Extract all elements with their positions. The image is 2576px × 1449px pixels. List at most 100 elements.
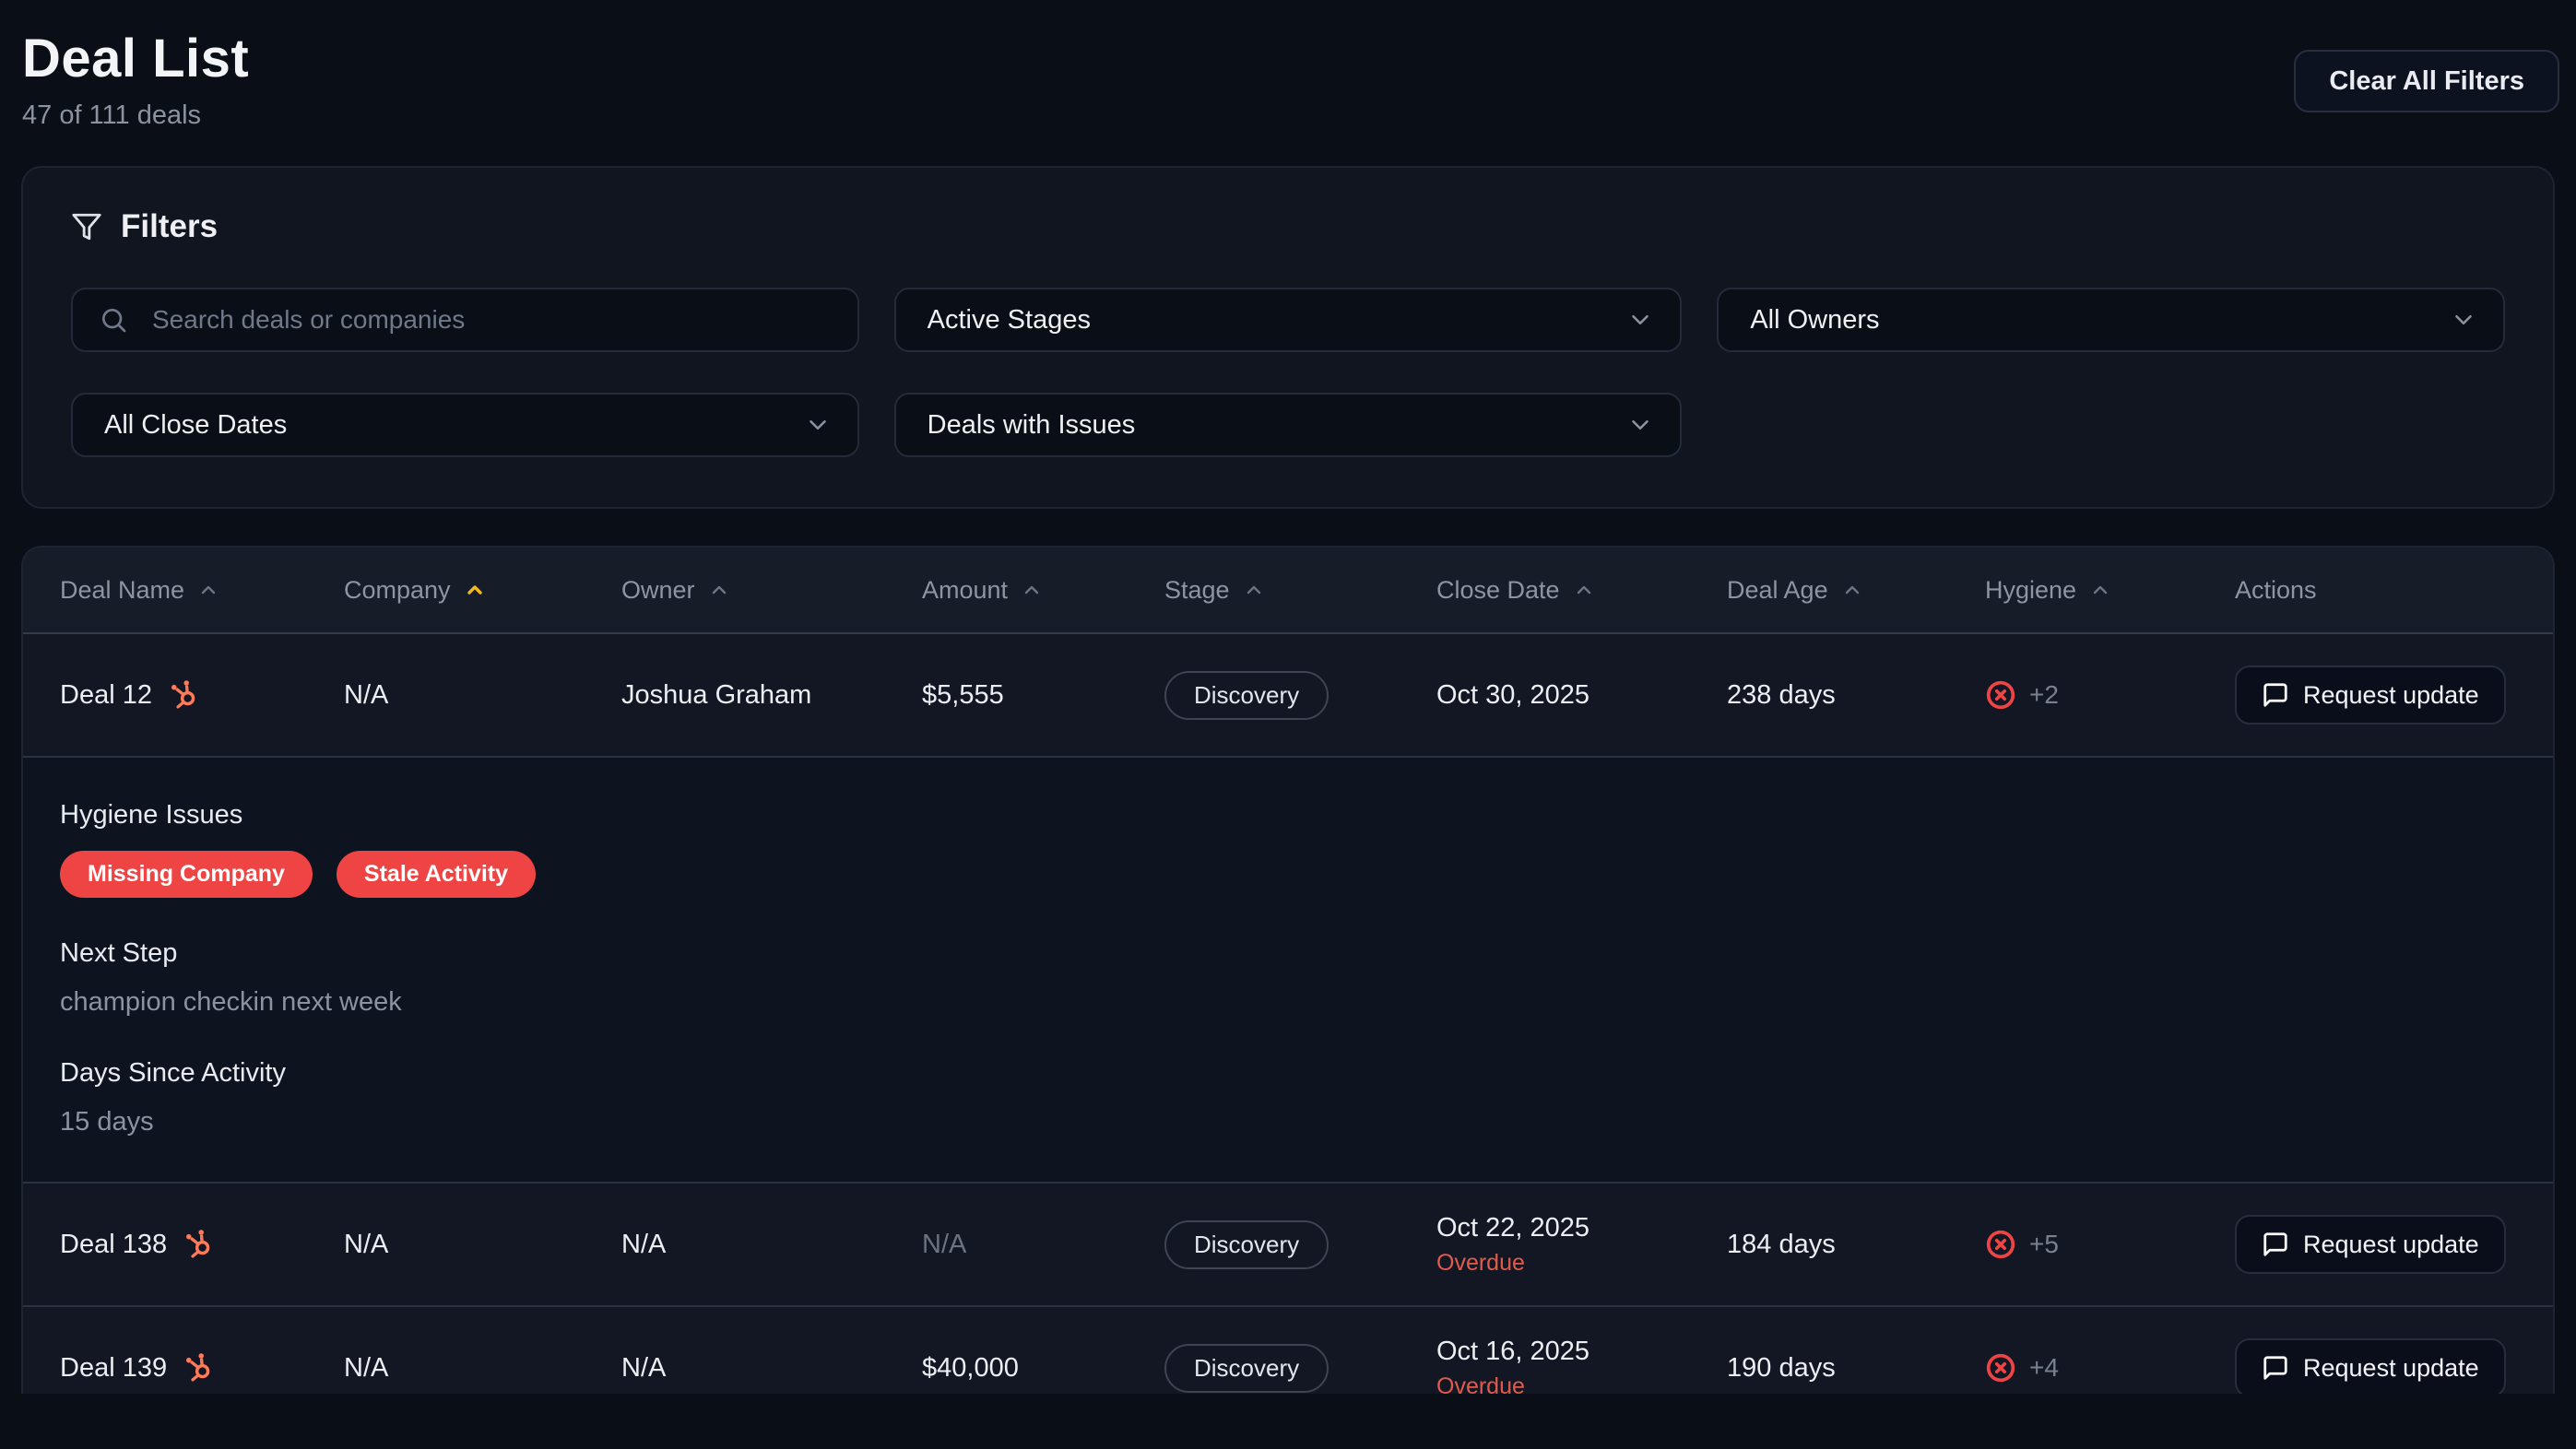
filter-funnel-icon: [72, 213, 101, 241]
filters-grid-empty-cell: [1717, 393, 2505, 457]
column-header-hygiene[interactable]: Hygiene: [1985, 576, 2235, 605]
search-box: [71, 288, 859, 352]
hygiene-issues-badges: Missing Company Stale Activity: [60, 851, 2516, 898]
close-date-filter-select[interactable]: All Close Dates: [71, 393, 859, 457]
column-header-actions: Actions: [2235, 575, 2317, 604]
deal-age-cell: 190 days: [1727, 1352, 1836, 1383]
search-input[interactable]: [71, 288, 859, 352]
stage-badge: Discovery: [1164, 670, 1329, 720]
hygiene-cell: +4: [1985, 1352, 2235, 1384]
search-icon: [102, 309, 126, 333]
deals-table: Deal Name Company Owner Amount Stage Clo…: [21, 546, 2555, 1394]
overdue-label: Overdue: [1436, 1249, 1525, 1276]
company-cell: N/A: [344, 1352, 389, 1383]
company-cell: N/A: [344, 679, 389, 710]
chevron-down-icon: [2455, 315, 2472, 324]
deal-name: Deal 138: [60, 1229, 168, 1259]
days-since-activity-value: 15 days: [60, 1107, 154, 1137]
amount-cell: N/A: [922, 1229, 967, 1259]
chevron-down-icon: [1632, 315, 1649, 324]
owner-filter-value: All Owners: [1750, 304, 1880, 335]
hubspot-icon[interactable]: [183, 1228, 215, 1261]
filters-grid: Active Stages All Owners All Close Dates…: [71, 288, 2505, 457]
hubspot-icon[interactable]: [169, 678, 200, 712]
close-date-cell: Oct 22, 2025 Overdue: [1436, 1211, 1727, 1278]
title-block: Deal List 47 of 111 deals: [22, 28, 249, 131]
table-header-row: Deal Name Company Owner Amount Stage Clo…: [23, 548, 2553, 634]
column-header-stage[interactable]: Stage: [1164, 576, 1436, 605]
expanded-deal-details: Hygiene Issues Missing Company Stale Act…: [23, 758, 2553, 1184]
stage-badge: Discovery: [1164, 1219, 1329, 1269]
company-cell: N/A: [344, 1229, 389, 1259]
filters-heading-label: Filters: [121, 208, 219, 244]
next-step-label: Next Step: [60, 938, 178, 968]
filters-panel: Filters Active Stages All Owners All Clo…: [21, 166, 2555, 509]
issues-filter-value: Deals with Issues: [927, 409, 1136, 440]
amount-cell: $5,555: [922, 679, 1004, 710]
issues-filter-select[interactable]: Deals with Issues: [893, 393, 1683, 457]
sort-asc-icon: [1247, 585, 1260, 595]
hygiene-cell: +5: [1985, 1229, 2235, 1260]
sort-asc-icon-active: [467, 585, 482, 595]
next-step-value: champion checkin next week: [60, 987, 402, 1017]
close-date-cell: Oct 30, 2025: [1436, 679, 1590, 710]
circle-x-icon: [1986, 1230, 2015, 1259]
message-square-icon: [2263, 1232, 2287, 1256]
next-step-group: Next Step champion checkin next week: [60, 938, 2516, 1018]
deal-name: Deal 12: [60, 679, 152, 710]
days-since-activity-group: Days Since Activity 15 days: [60, 1058, 2516, 1137]
column-header-company[interactable]: Company: [344, 576, 621, 605]
amount-cell: $40,000: [922, 1352, 1019, 1383]
clear-all-filters-button[interactable]: Clear All Filters: [2294, 50, 2559, 112]
deal-age-cell: 238 days: [1727, 679, 1836, 710]
circle-x-icon: [1986, 680, 2015, 710]
owner-cell: N/A: [621, 1229, 667, 1259]
sort-asc-icon: [1845, 585, 1859, 595]
hygiene-count: +2: [2029, 680, 2059, 709]
column-header-amount[interactable]: Amount: [922, 576, 1164, 605]
overdue-label: Overdue: [1436, 1372, 1525, 1395]
sort-asc-icon: [1024, 585, 1039, 595]
sort-asc-icon: [1577, 585, 1590, 595]
chevron-down-icon: [809, 420, 826, 430]
message-square-icon: [2263, 1356, 2287, 1380]
request-update-button[interactable]: Request update: [2235, 1338, 2506, 1394]
issue-badge-missing-company: Missing Company: [60, 851, 313, 898]
owner-cell: Joshua Graham: [621, 679, 812, 710]
column-header-close-date[interactable]: Close Date: [1436, 576, 1727, 605]
deal-age-cell: 184 days: [1727, 1229, 1836, 1259]
request-update-button[interactable]: Request update: [2235, 666, 2506, 724]
stage-badge: Discovery: [1164, 1343, 1329, 1393]
owner-cell: N/A: [621, 1352, 667, 1383]
table-row-deal-138[interactable]: Deal 138 N/A N/A N/A Discovery Oct 22, 2…: [23, 1184, 2553, 1307]
close-date-filter-value: All Close Dates: [104, 409, 288, 440]
deal-name: Deal 139: [60, 1352, 168, 1383]
sort-asc-icon: [2093, 585, 2108, 595]
hygiene-issues-label: Hygiene Issues: [60, 800, 243, 830]
issue-badge-stale-activity: Stale Activity: [336, 851, 537, 898]
close-date-cell: Oct 16, 2025 Overdue: [1436, 1335, 1727, 1394]
days-since-activity-label: Days Since Activity: [60, 1058, 286, 1088]
deal-count: 47 of 111 deals: [22, 100, 202, 130]
page-title: Deal List: [22, 29, 250, 88]
hygiene-count: +4: [2029, 1353, 2059, 1382]
stage-filter-select[interactable]: Active Stages: [893, 288, 1683, 352]
circle-x-icon: [1986, 1353, 2015, 1383]
column-header-owner[interactable]: Owner: [621, 576, 922, 605]
request-update-button[interactable]: Request update: [2235, 1215, 2506, 1274]
stage-filter-value: Active Stages: [927, 304, 1091, 335]
hygiene-count: +5: [2029, 1230, 2059, 1258]
column-header-deal-name[interactable]: Deal Name: [60, 576, 344, 605]
page-header: Deal List 47 of 111 deals Clear All Filt…: [0, 0, 2576, 131]
sort-asc-icon: [201, 585, 216, 595]
column-header-deal-age[interactable]: Deal Age: [1727, 576, 1985, 605]
chevron-down-icon: [1632, 420, 1649, 430]
table-row-deal-12[interactable]: Deal 12 N/A Joshua Graham $5,555 Discove…: [23, 634, 2553, 758]
table-row-deal-139[interactable]: Deal 139 N/A N/A $40,000 Discovery Oct 1…: [23, 1307, 2553, 1394]
sort-asc-icon: [712, 585, 726, 595]
hubspot-icon[interactable]: [183, 1351, 215, 1384]
owner-filter-select[interactable]: All Owners: [1717, 288, 2505, 352]
message-square-icon: [2263, 683, 2287, 707]
filters-heading: Filters: [71, 208, 2505, 245]
hygiene-cell: +2: [1985, 679, 2235, 711]
